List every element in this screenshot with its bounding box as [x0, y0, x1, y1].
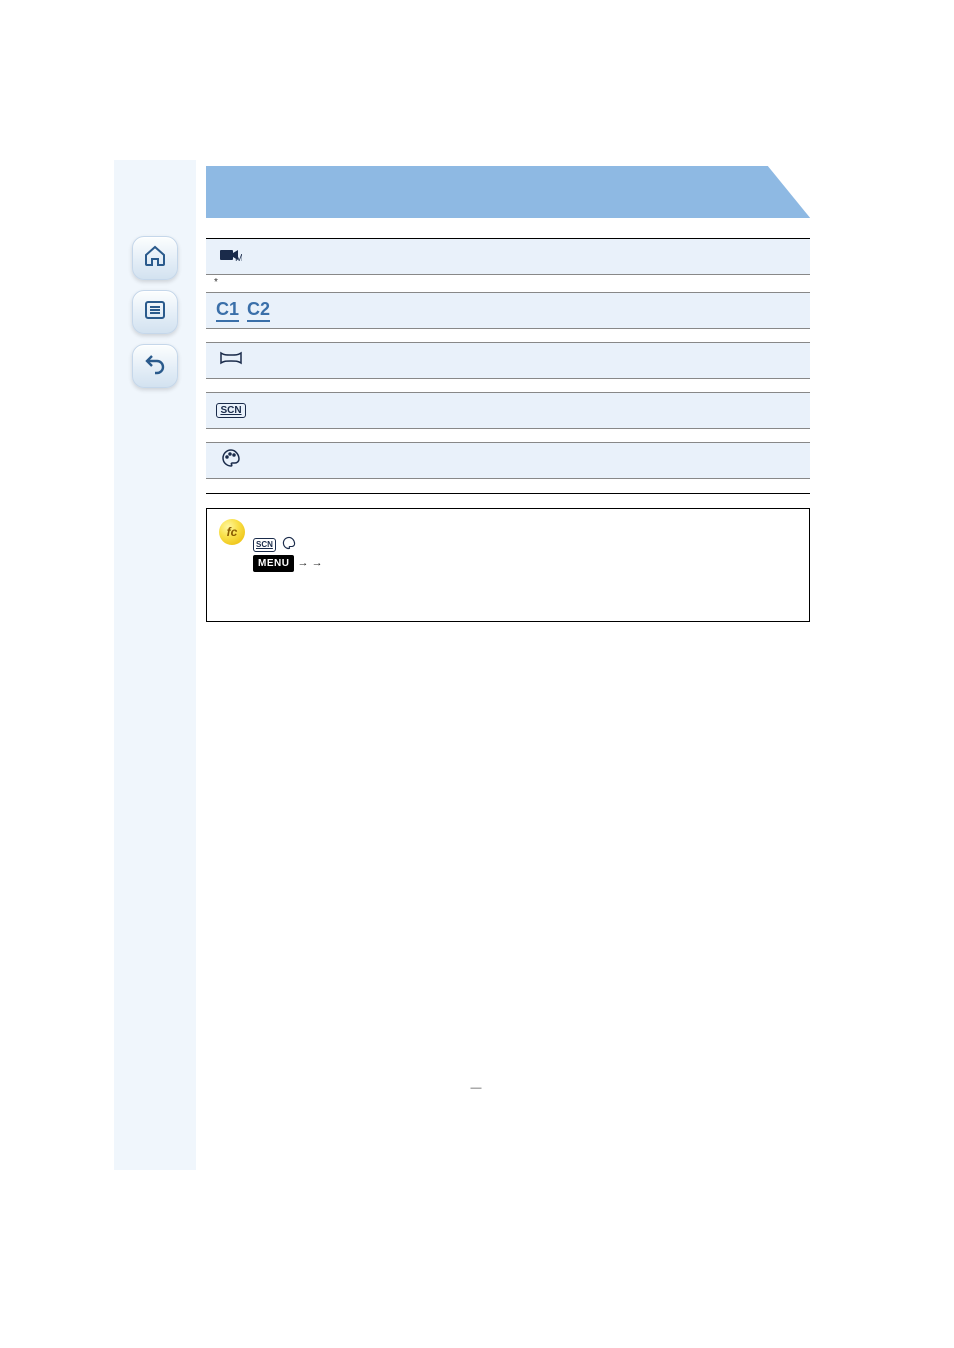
mode-label	[256, 239, 810, 274]
header-subtitle	[206, 228, 810, 234]
content-area: M * C1 C2	[206, 166, 810, 622]
fc-tip-icon: fc	[219, 519, 245, 545]
table-row	[206, 379, 810, 393]
nav-menu-button[interactable]	[132, 290, 178, 334]
arrow-icon: →	[312, 557, 323, 569]
home-icon	[143, 244, 167, 273]
menu-badge: MENU	[253, 555, 294, 572]
page-number-value: —	[471, 1082, 484, 1094]
table-row: M	[206, 239, 810, 275]
mode-label	[206, 429, 810, 442]
palette-icon	[221, 448, 241, 473]
c1-icon: C1	[216, 299, 239, 322]
mode-label	[206, 379, 810, 392]
table-row	[206, 479, 810, 493]
nav-home-button[interactable]	[132, 236, 178, 280]
tip-body: SCN MENU → →	[253, 519, 323, 605]
table-row	[206, 329, 810, 343]
mode-label	[256, 343, 810, 378]
panorama-icon	[220, 351, 242, 370]
modes-table: M * C1 C2	[206, 238, 810, 494]
mode-label	[206, 479, 810, 493]
nav-back-button[interactable]	[132, 344, 178, 388]
tip-box: fc SCN MENU → →	[206, 508, 810, 622]
movie-m-icon: M	[220, 247, 242, 266]
list-icon	[143, 298, 167, 327]
page: M * C1 C2	[0, 0, 954, 1348]
page-number: —	[471, 1082, 484, 1094]
arrow-icon: →	[298, 557, 309, 569]
table-row	[206, 443, 810, 479]
mode-label	[296, 293, 810, 328]
mode-icon-movie: M	[206, 239, 256, 274]
mode-icon-c1c2: C1 C2	[206, 293, 296, 328]
table-row: *	[206, 275, 810, 293]
table-row: SCN	[206, 393, 810, 429]
table-row: C1 C2	[206, 293, 810, 329]
scn-small-icon: SCN	[253, 538, 276, 552]
mode-icon-scn: SCN	[206, 393, 256, 428]
mode-icon-palette	[206, 443, 256, 478]
undo-icon	[143, 352, 167, 381]
palette-small-icon	[282, 536, 296, 556]
c2-icon: C2	[247, 299, 270, 322]
mode-icon-panorama	[206, 343, 256, 378]
mode-label	[256, 393, 810, 428]
nav-icon-group	[132, 236, 178, 388]
header-banner	[206, 166, 810, 218]
mode-label	[206, 329, 810, 342]
mode-label	[256, 443, 810, 478]
table-row	[206, 343, 810, 379]
table-row	[206, 429, 810, 443]
svg-text:M: M	[235, 253, 242, 263]
footnote-marker: *	[214, 277, 218, 288]
scn-icon: SCN	[216, 403, 245, 418]
fc-label: fc	[227, 525, 238, 539]
